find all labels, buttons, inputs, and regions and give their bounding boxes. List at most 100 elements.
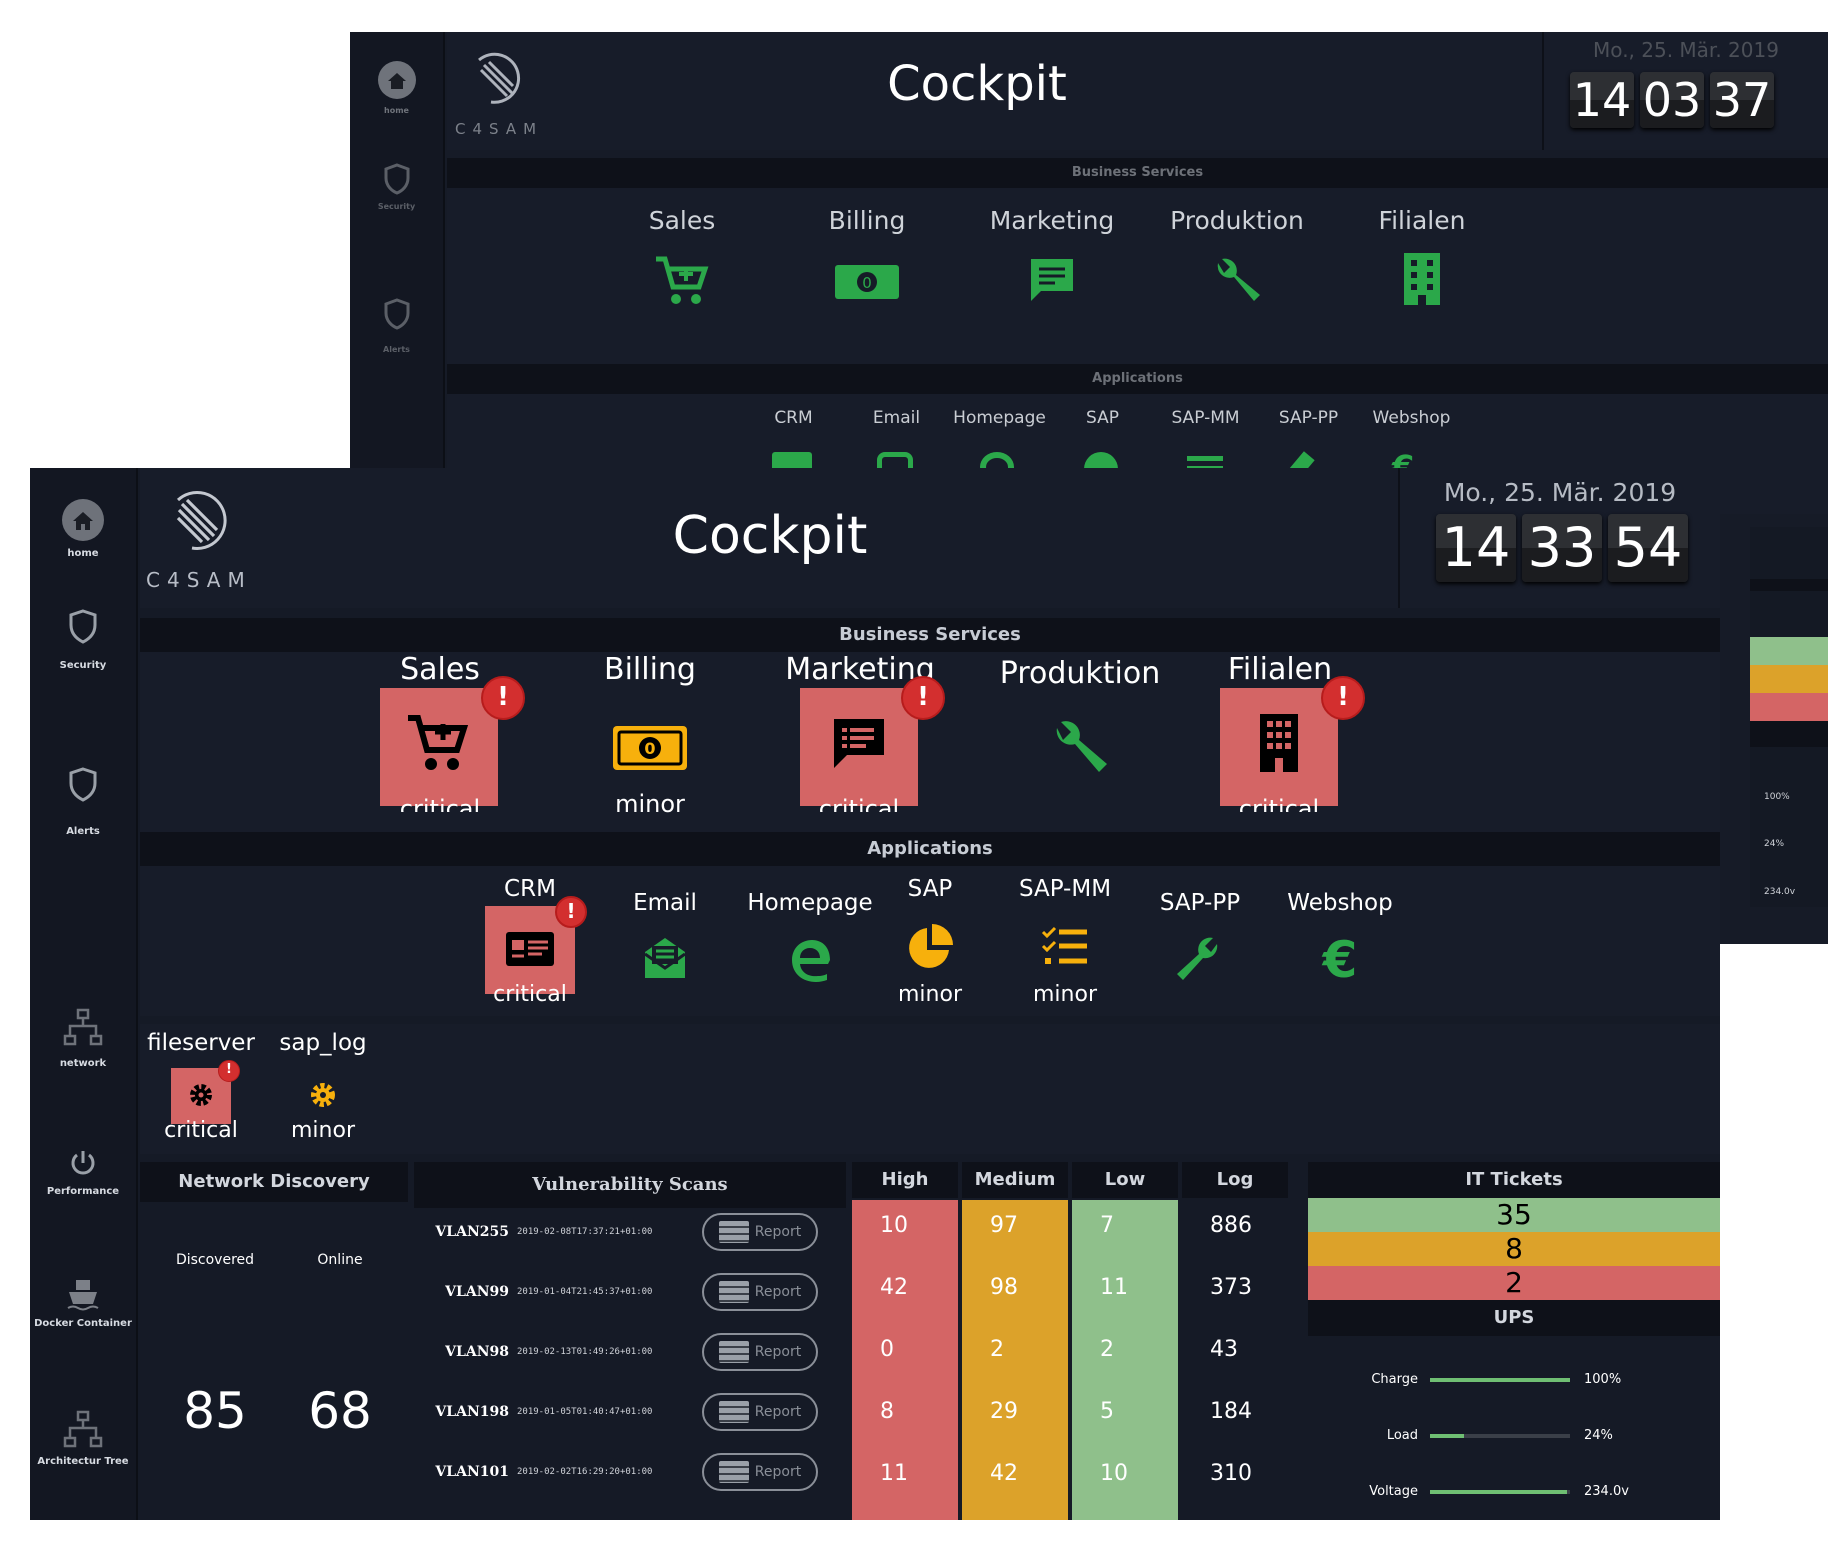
log-value: 310 xyxy=(1210,1461,1252,1486)
back-app-list: CRM Email Homepage SAP SAP-MM SAP-PP Web… xyxy=(742,408,1463,428)
host-fileserver[interactable]: fileserver ! critical xyxy=(146,1030,256,1150)
network-icon xyxy=(63,1410,103,1448)
id-card-icon xyxy=(506,932,554,966)
nav-docker-container[interactable]: Docker Container xyxy=(30,1276,136,1330)
tickets-low-count[interactable]: 35 xyxy=(1308,1198,1720,1232)
high-value: 42 xyxy=(880,1275,908,1300)
nav-alerts[interactable]: Alerts xyxy=(30,766,136,838)
nav-architectur-tree-label: Architectur Tree xyxy=(37,1456,129,1467)
low-column xyxy=(1072,1200,1178,1520)
back-app-sap[interactable]: SAP xyxy=(1086,408,1119,428)
back-tickets-header xyxy=(1750,579,1828,591)
report-button[interactable]: Report xyxy=(702,1273,818,1311)
scan-vlan: VLAN98 xyxy=(445,1344,509,1360)
gear-icon xyxy=(190,1084,212,1106)
tickets-high-count[interactable]: 2 xyxy=(1308,1266,1720,1300)
business-services-header: Business Services xyxy=(140,618,1720,652)
service-sales[interactable]: Sales critical ! xyxy=(375,652,525,822)
host-sap-log[interactable]: sap_log minor xyxy=(268,1030,378,1150)
service-marketing[interactable]: Marketing critical ! xyxy=(770,652,950,822)
tickets-medium-count[interactable]: 8 xyxy=(1308,1232,1720,1266)
cockpit-dashboard-window: home Security Alerts network Performance… xyxy=(30,468,1720,1520)
app-sap-pp[interactable]: SAP-PP xyxy=(1135,866,1265,1016)
nav-docker-container-label: Docker Container xyxy=(34,1318,132,1329)
app-crm-status: critical xyxy=(493,982,567,1007)
ups-load-row: Load 24% xyxy=(1308,1428,1720,1443)
nav-architectur-tree[interactable]: Architectur Tree xyxy=(30,1410,136,1468)
report-button[interactable]: Report xyxy=(702,1213,818,1251)
back-service-filialen[interactable]: Filialen xyxy=(1347,206,1497,311)
alert-badge: ! xyxy=(1321,676,1365,720)
back-app-sap-mm[interactable]: SAP-MM xyxy=(1171,408,1240,428)
back-nav-alerts[interactable]: Alerts xyxy=(350,297,443,355)
nav-performance[interactable]: Performance xyxy=(30,1148,136,1198)
host-sap-log-status: minor xyxy=(291,1118,355,1143)
scan-vlan: VLAN99 xyxy=(445,1284,509,1300)
alert-badge: ! xyxy=(481,676,525,720)
ups-title: UPS xyxy=(1308,1300,1720,1336)
back-app-webshop[interactable]: Webshop xyxy=(1372,408,1451,428)
scan-timestamp: 2019-01-05T01:40:47+01:00 xyxy=(517,1407,653,1417)
app-homepage[interactable]: Homepage xyxy=(735,866,885,1016)
server-icon xyxy=(718,1401,749,1423)
back-service-billing[interactable]: Billing 0 xyxy=(792,206,942,311)
service-produktion[interactable]: Produktion xyxy=(985,652,1175,822)
app-crm-label: CRM xyxy=(504,876,556,902)
back-service-produktion[interactable]: Produktion xyxy=(1162,206,1312,311)
report-button[interactable]: Report xyxy=(702,1393,818,1431)
back-service-marketing-label: Marketing xyxy=(989,206,1115,235)
back-nav-home[interactable]: home xyxy=(350,60,443,116)
service-filialen[interactable]: Filialen critical ! xyxy=(1190,652,1370,822)
scan-timestamp: 2019-02-08T17:37:21+01:00 xyxy=(517,1227,653,1237)
back-app-homepage[interactable]: Homepage xyxy=(953,408,1046,428)
wrench-icon xyxy=(1217,258,1260,301)
mail-icon xyxy=(644,938,686,978)
app-crm[interactable]: CRM critical ! xyxy=(465,866,595,1016)
vulnerability-scans-panel: Vulnerability Scans VLAN255 2019-02-08T1… xyxy=(414,1162,846,1520)
app-email-label: Email xyxy=(633,890,697,916)
back-time: 14 03 37 xyxy=(1570,72,1774,128)
col-header-high: High xyxy=(852,1162,958,1198)
discovered-count: 85 xyxy=(183,1382,247,1440)
report-button[interactable]: Report xyxy=(702,1333,818,1371)
scan-timestamp: 2019-01-04T21:45:37+01:00 xyxy=(517,1287,653,1297)
back-ups-voltage: 234.0v xyxy=(1764,887,1796,897)
shield-icon xyxy=(69,767,97,802)
nav-network[interactable]: network xyxy=(30,1008,136,1070)
app-sap-status: minor xyxy=(898,982,962,1007)
high-value: 10 xyxy=(880,1213,908,1238)
back-service-sales[interactable]: Sales xyxy=(607,206,757,313)
back-service-marketing[interactable]: Marketing xyxy=(977,206,1127,309)
money-icon: 0 xyxy=(835,265,899,299)
applications-header: Applications xyxy=(140,832,1720,866)
log-column xyxy=(1182,1200,1288,1520)
back-app-sap-pp[interactable]: SAP-PP xyxy=(1278,408,1339,428)
back-clock: Mo., 25. Mär. 2019 14 03 37 xyxy=(1542,32,1828,150)
shield-icon xyxy=(384,163,409,195)
service-filialen-status: critical xyxy=(1238,798,1320,812)
nav-security[interactable]: Security xyxy=(30,608,136,672)
app-sap[interactable]: SAP minor xyxy=(865,866,995,1016)
ups-load-label: Load xyxy=(1386,1428,1418,1443)
service-billing[interactable]: Billing 0 minor xyxy=(560,652,740,822)
app-webshop[interactable]: Webshop € xyxy=(1270,866,1410,1016)
log-value: 373 xyxy=(1210,1275,1252,1300)
business-services-panel: Sales critical ! Billing 0 minor Marketi… xyxy=(140,652,1720,832)
back-logo: C4SAM xyxy=(455,52,575,142)
back-app-crm[interactable]: CRM xyxy=(774,408,813,428)
back-nav-security[interactable]: Security xyxy=(350,162,443,212)
report-button-label: Report xyxy=(754,1224,802,1240)
report-button-label: Report xyxy=(754,1404,802,1420)
app-email[interactable]: Email xyxy=(600,866,730,1016)
report-button[interactable]: Report xyxy=(702,1453,818,1491)
low-value: 7 xyxy=(1100,1213,1114,1238)
money-icon: 0 xyxy=(613,726,687,770)
host-sap-log-label: sap_log xyxy=(279,1030,367,1056)
low-value: 10 xyxy=(1100,1461,1128,1486)
log-value: 886 xyxy=(1210,1213,1252,1238)
nav-home[interactable]: home xyxy=(30,498,136,560)
app-sap-mm[interactable]: SAP-MM minor xyxy=(995,866,1135,1016)
back-service-sales-label: Sales xyxy=(648,206,716,235)
clock: Mo., 25. Mär. 2019 14 33 54 xyxy=(1398,468,1720,608)
back-app-email[interactable]: Email xyxy=(872,408,921,428)
